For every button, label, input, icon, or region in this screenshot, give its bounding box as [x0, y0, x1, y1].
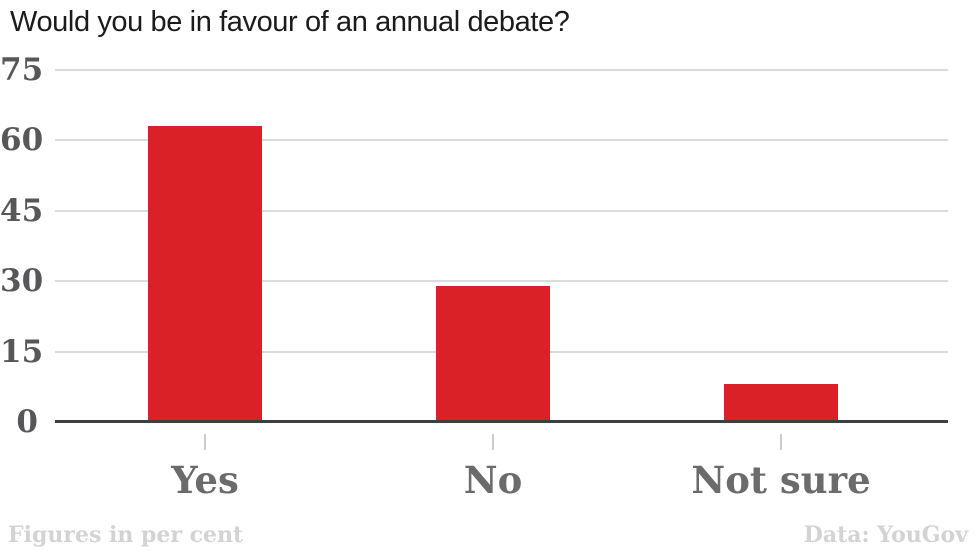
- x-axis-tick-no: [492, 434, 494, 450]
- x-axis-label-yes: Yes: [171, 458, 239, 502]
- gridline-45: [55, 209, 948, 212]
- y-axis-label-60: 60: [0, 122, 44, 159]
- x-axis-tick-yes: [204, 434, 206, 450]
- bar-not-sure: [724, 384, 838, 422]
- x-axis-line: [55, 420, 948, 423]
- y-axis-label-45: 45: [0, 192, 44, 229]
- bar-yes: [148, 126, 262, 422]
- y-axis-label-15: 15: [0, 333, 44, 370]
- gridline-60: [55, 139, 948, 142]
- x-axis-label-no: No: [463, 458, 523, 502]
- y-axis-label-30: 30: [0, 263, 44, 300]
- gridline-75: [55, 69, 948, 71]
- chart-title: Would you be in favour of an annual deba…: [10, 6, 570, 38]
- bar-no: [436, 286, 550, 422]
- x-axis-tick-not-sure: [780, 434, 782, 450]
- data-source: Data: YouGov: [803, 522, 968, 548]
- footnote-units: Figures in per cent: [8, 522, 244, 548]
- y-axis-label-75: 75: [0, 52, 44, 88]
- y-axis-label-0: 0: [16, 404, 38, 440]
- x-axis-label-not-sure: Not sure: [691, 458, 871, 502]
- gridline-30: [55, 280, 948, 283]
